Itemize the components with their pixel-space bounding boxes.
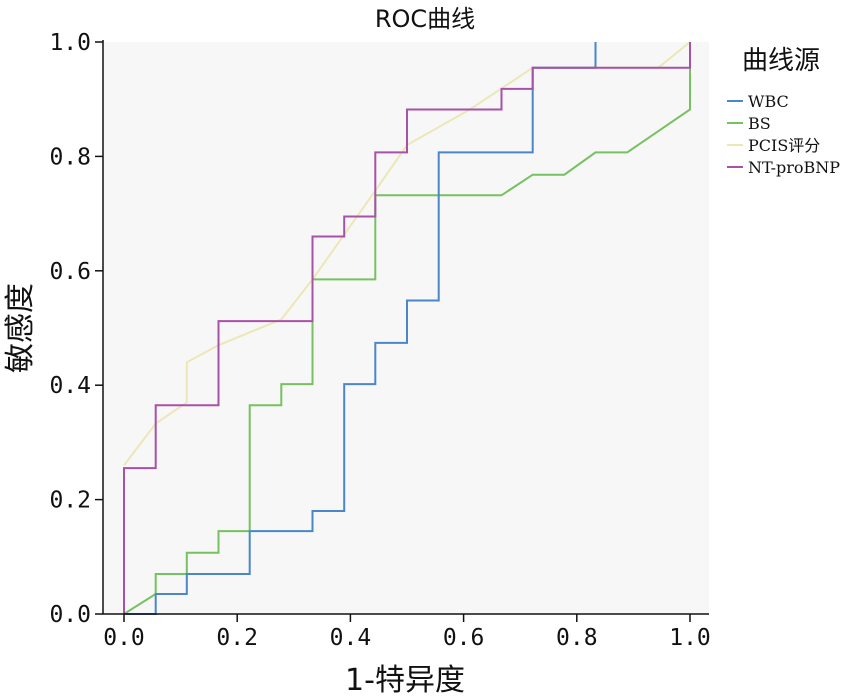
series-line-bs <box>123 67 691 615</box>
x-tick-label: 0.4 <box>330 625 372 651</box>
x-axis-title: 1-特异度 <box>345 663 465 698</box>
x-tick-label: 1.0 <box>669 625 711 651</box>
series-layer <box>123 41 691 615</box>
y-tick-label: 1.0 <box>49 30 91 56</box>
y-tick-label: 0.8 <box>49 144 91 170</box>
legend-items: WBC BS PCIS评分 NT-proBNP <box>727 92 840 177</box>
legend-label: BS <box>748 114 771 133</box>
series-line-wbc <box>124 42 597 615</box>
y-tick-label: 0.4 <box>49 373 91 399</box>
x-tick-label: 0.0 <box>103 625 145 651</box>
chart-title: ROC曲线 <box>375 5 475 33</box>
y-tick-label: 0.2 <box>49 488 91 514</box>
x-tick-label: 0.6 <box>443 625 485 651</box>
x-tick-label: 0.2 <box>216 625 258 651</box>
tick-layer: 0.0 0.2 0.4 0.6 0.8 1.0 0.0 0.2 0.4 0.6 0.8 1.0 <box>49 30 710 651</box>
legend-title: 曲线源 <box>742 46 820 76</box>
y-axis-title: 敏感度 <box>3 283 38 373</box>
legend-label: NT-proBNP <box>748 158 840 177</box>
legend: 曲线源 WBC BS PCIS评分 NT-proBNP <box>727 46 840 177</box>
legend-label: PCIS评分 <box>748 136 820 155</box>
series-line-nt-probnp <box>123 42 691 614</box>
y-tick-label: 0.6 <box>49 259 91 285</box>
x-tick-label: 0.8 <box>556 625 598 651</box>
legend-label: WBC <box>748 92 789 111</box>
y-tick-label: 0.0 <box>49 602 91 628</box>
